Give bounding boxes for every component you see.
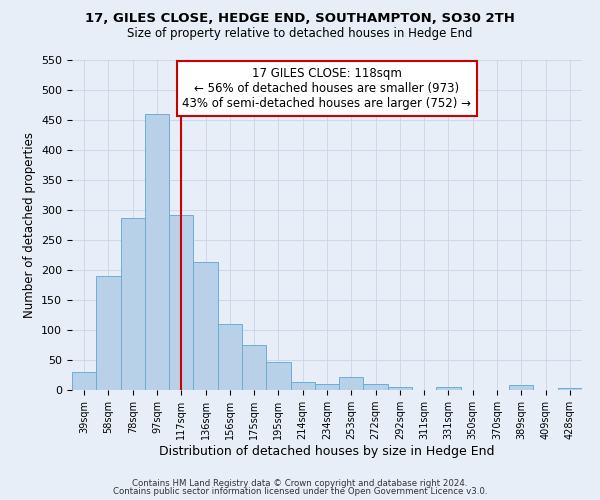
Bar	[290, 382, 315, 390]
Bar	[218, 324, 242, 390]
Bar	[169, 215, 193, 390]
Bar	[121, 218, 145, 390]
Text: Contains HM Land Registry data © Crown copyright and database right 2024.: Contains HM Land Registry data © Crown c…	[132, 478, 468, 488]
Bar	[242, 345, 266, 390]
Bar	[266, 362, 290, 390]
Text: 17, GILES CLOSE, HEDGE END, SOUTHAMPTON, SO30 2TH: 17, GILES CLOSE, HEDGE END, SOUTHAMPTON,…	[85, 12, 515, 26]
X-axis label: Distribution of detached houses by size in Hedge End: Distribution of detached houses by size …	[159, 445, 495, 458]
Bar	[96, 276, 121, 390]
Bar	[72, 372, 96, 390]
Bar	[315, 384, 339, 390]
Bar	[509, 385, 533, 390]
Bar	[145, 114, 169, 390]
Bar	[388, 387, 412, 390]
Bar	[436, 387, 461, 390]
Bar	[558, 388, 582, 390]
Text: 17 GILES CLOSE: 118sqm
← 56% of detached houses are smaller (973)
43% of semi-de: 17 GILES CLOSE: 118sqm ← 56% of detached…	[182, 66, 472, 110]
Y-axis label: Number of detached properties: Number of detached properties	[23, 132, 35, 318]
Bar	[364, 384, 388, 390]
Text: Size of property relative to detached houses in Hedge End: Size of property relative to detached ho…	[127, 28, 473, 40]
Text: Contains public sector information licensed under the Open Government Licence v3: Contains public sector information licen…	[113, 487, 487, 496]
Bar	[193, 262, 218, 390]
Bar	[339, 377, 364, 390]
